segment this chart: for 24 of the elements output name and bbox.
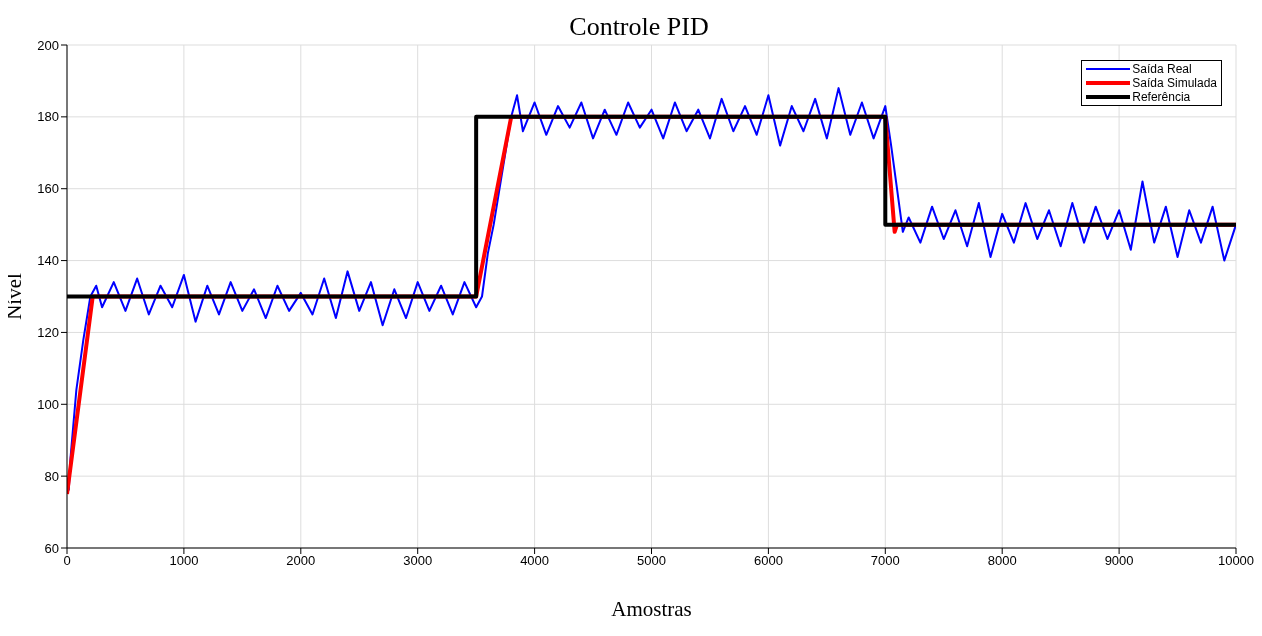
chart-title: Controle PID <box>569 12 709 41</box>
x-tick-label: 4000 <box>520 553 550 569</box>
legend-label: Referência <box>1132 90 1191 104</box>
legend-label: Saída Real <box>1132 62 1192 76</box>
y-tick-label: 140 <box>37 253 59 269</box>
x-tick-label: 2000 <box>286 553 316 569</box>
x-tick-label: 8000 <box>987 553 1017 569</box>
y-tick-label: 100 <box>37 396 59 412</box>
x-axis-title: Amostras <box>611 597 692 621</box>
x-tick-label: 5000 <box>637 553 666 569</box>
x-tick-label: 7000 <box>870 553 900 569</box>
x-tick-label: 9000 <box>1104 553 1134 569</box>
y-tick-label: 120 <box>37 325 59 341</box>
y-tick-label: 160 <box>37 181 59 197</box>
y-tick-label: 180 <box>37 109 59 125</box>
y-tick-label: 80 <box>44 468 59 484</box>
x-tick-label: 0 <box>63 553 71 569</box>
x-tick-label: 10000 <box>1217 553 1255 569</box>
x-tick-label: 6000 <box>753 553 783 569</box>
y-tick-label: 60 <box>44 540 59 556</box>
legend-label: Saída Simulada <box>1132 76 1217 90</box>
y-tick-label: 200 <box>37 37 59 53</box>
x-tick-label: 3000 <box>403 553 433 569</box>
x-tick-label: 1000 <box>169 553 199 569</box>
